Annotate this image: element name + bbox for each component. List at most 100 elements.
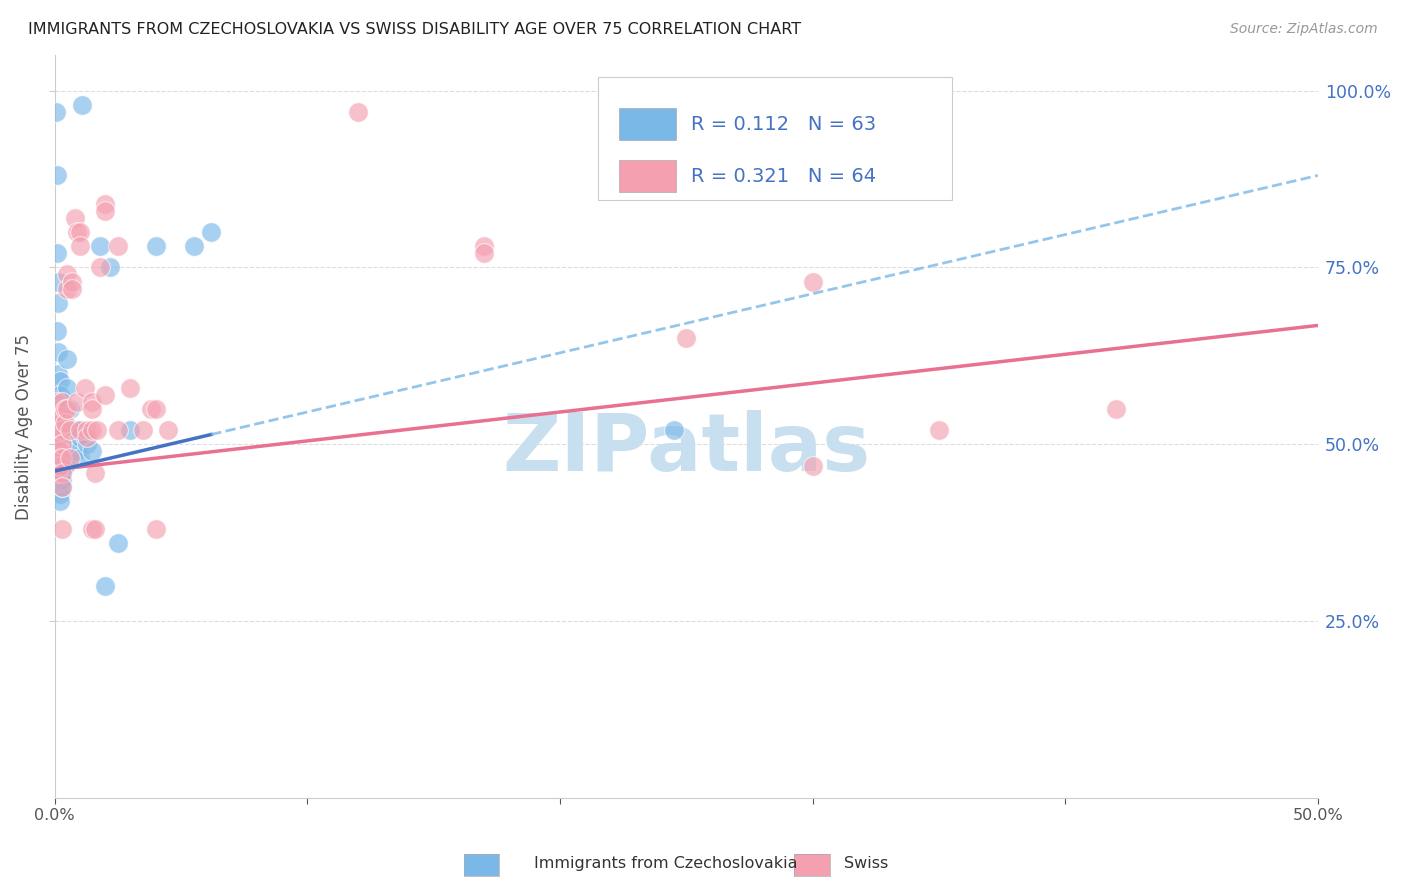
Point — [73, 430, 96, 444]
Point — [89, 239, 111, 253]
Point — [98, 260, 121, 275]
Point — [94, 196, 117, 211]
Point — [46, 451, 69, 466]
Point — [145, 239, 167, 253]
Point — [53, 416, 76, 430]
Text: IMMIGRANTS FROM CZECHOSLOVAKIA VS SWISS DISABILITY AGE OVER 75 CORRELATION CHART: IMMIGRANTS FROM CZECHOSLOVAKIA VS SWISS … — [28, 22, 801, 37]
Point — [120, 423, 142, 437]
Point — [53, 437, 76, 451]
Point — [51, 466, 73, 480]
Point — [51, 451, 73, 466]
Point — [76, 423, 98, 437]
Point — [46, 169, 69, 183]
Point — [48, 430, 70, 444]
Point — [56, 401, 79, 416]
Point — [53, 458, 76, 473]
Point — [48, 480, 70, 494]
Point — [53, 423, 76, 437]
Point — [48, 430, 70, 444]
Point — [1105, 401, 1128, 416]
Point — [928, 423, 950, 437]
FancyBboxPatch shape — [598, 78, 952, 200]
Point — [46, 451, 69, 466]
Point — [51, 409, 73, 423]
Point — [84, 522, 107, 536]
Point — [56, 401, 79, 416]
Point — [94, 579, 117, 593]
Point — [60, 275, 83, 289]
Point — [46, 324, 69, 338]
Point — [89, 260, 111, 275]
Point — [66, 423, 89, 437]
Point — [46, 466, 69, 480]
Point — [46, 401, 69, 416]
Point — [46, 394, 69, 409]
Point — [801, 275, 824, 289]
Point — [46, 295, 69, 310]
Point — [76, 430, 98, 444]
Point — [46, 401, 69, 416]
Point — [48, 388, 70, 402]
Point — [82, 444, 104, 458]
Point — [662, 423, 685, 437]
Point — [46, 409, 69, 423]
Point — [94, 388, 117, 402]
Point — [69, 225, 91, 239]
Point — [51, 466, 73, 480]
Point — [120, 381, 142, 395]
Point — [46, 367, 69, 381]
Y-axis label: Disability Age Over 75: Disability Age Over 75 — [15, 334, 32, 520]
Point — [45, 104, 67, 119]
Point — [183, 239, 205, 253]
Point — [69, 451, 91, 466]
Text: Swiss: Swiss — [844, 856, 887, 871]
Point — [51, 473, 73, 487]
Point — [472, 239, 495, 253]
Point — [48, 374, 70, 388]
Point — [51, 458, 73, 473]
Point — [157, 423, 180, 437]
Text: R = 0.321   N = 64: R = 0.321 N = 64 — [692, 167, 876, 186]
Point — [48, 444, 70, 458]
Point — [472, 246, 495, 260]
Point — [145, 401, 167, 416]
Point — [56, 352, 79, 367]
Point — [53, 451, 76, 466]
Point — [46, 246, 69, 260]
Point — [60, 423, 83, 437]
Point — [46, 345, 69, 359]
Point — [48, 466, 70, 480]
Text: Immigrants from Czechoslovakia: Immigrants from Czechoslovakia — [534, 856, 797, 871]
Point — [107, 536, 129, 550]
Point — [82, 522, 104, 536]
Text: ZIPatlas: ZIPatlas — [502, 410, 870, 488]
Point — [107, 239, 129, 253]
Point — [82, 401, 104, 416]
Point — [51, 423, 73, 437]
Point — [53, 401, 76, 416]
Point — [51, 451, 73, 466]
Point — [82, 423, 104, 437]
Point — [46, 275, 69, 289]
Point — [86, 423, 108, 437]
Point — [51, 437, 73, 451]
Point — [801, 458, 824, 473]
Point — [46, 423, 69, 437]
Point — [346, 104, 368, 119]
Point — [60, 282, 83, 296]
Point — [51, 437, 73, 451]
Point — [675, 331, 697, 345]
Point — [51, 394, 73, 409]
Point — [48, 487, 70, 501]
Point — [59, 423, 82, 437]
Point — [145, 522, 167, 536]
Point — [48, 416, 70, 430]
Point — [51, 480, 73, 494]
Point — [56, 381, 79, 395]
Point — [48, 416, 70, 430]
Point — [48, 458, 70, 473]
Point — [56, 268, 79, 282]
Point — [48, 451, 70, 466]
Point — [72, 97, 94, 112]
Point — [59, 451, 82, 466]
